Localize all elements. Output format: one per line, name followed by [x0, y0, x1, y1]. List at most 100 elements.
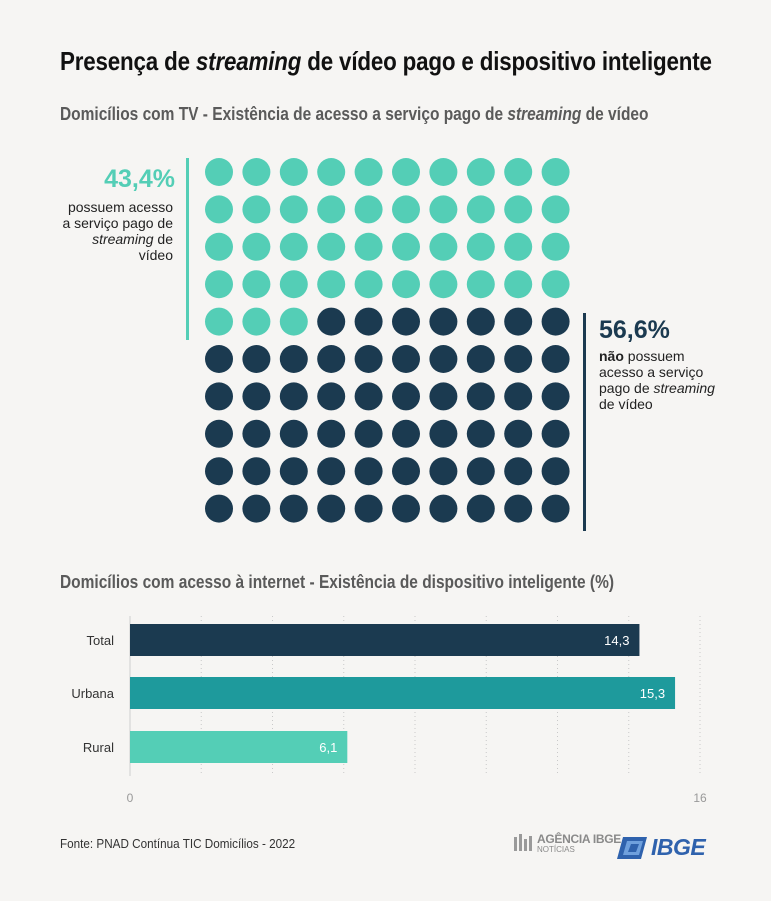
waffle-dot-with-access — [279, 270, 308, 299]
bar — [130, 624, 640, 656]
waffle-dot-without-access — [205, 345, 233, 373]
waffle-dot-without-access — [541, 419, 570, 448]
waffle-dot-with-access — [242, 270, 271, 299]
waffle-dot-without-access — [354, 494, 383, 523]
waffle-dot-without-access — [392, 307, 420, 336]
waffle-dot-with-access — [429, 232, 458, 261]
waffle-dot-without-access — [392, 382, 420, 411]
waffle-dot-with-access — [354, 195, 383, 224]
waffle-dot-with-access — [242, 195, 271, 224]
waffle-dot-without-access — [279, 345, 308, 373]
without-access-description: não possuem acesso a serviço pago de str… — [599, 348, 715, 412]
waffle-dot-with-access — [205, 270, 233, 299]
waffle-dot-without-access — [317, 419, 346, 448]
agencia-logo-text: AGÊNCIA IBGE — [537, 831, 621, 846]
agencia-logo-icon — [514, 834, 532, 851]
agencia-logo-subtext: NOTÍCIAS — [537, 844, 575, 854]
waffle-dot-with-access — [504, 232, 533, 261]
x-tick-label: 16 — [693, 791, 707, 805]
waffle-dot-without-access — [354, 419, 383, 448]
waffle-dot-without-access — [504, 457, 533, 486]
percent-with-access: 43,4% — [104, 165, 175, 193]
bar — [130, 731, 348, 763]
waffle-dot-without-access — [466, 382, 495, 411]
waffle-dot-without-access — [429, 419, 458, 448]
waffle-dot-without-access — [317, 382, 346, 411]
waffle-dot-without-access — [279, 494, 308, 523]
percent-without-access: 56,6% — [599, 316, 670, 344]
waffle-dot-with-access — [279, 195, 308, 224]
waffle-dot-without-access — [279, 382, 308, 411]
waffle-dot-without-access — [242, 419, 271, 448]
waffle-dot-without-access — [504, 494, 533, 523]
waffle-dot-without-access — [317, 494, 346, 523]
waffle-dot-with-access — [541, 158, 570, 186]
waffle-dot-with-access — [429, 270, 458, 299]
waffle-dot-without-access — [429, 307, 458, 336]
waffle-dot-with-access — [429, 195, 458, 224]
waffle-dot-with-access — [504, 270, 533, 299]
waffle-dot-with-access — [354, 270, 383, 299]
waffle-dot-with-access — [317, 158, 346, 186]
waffle-dot-without-access — [317, 457, 346, 486]
waffle-dot-without-access — [354, 457, 383, 486]
waffle-dot-with-access — [317, 232, 346, 261]
waffle-dot-with-access — [392, 195, 420, 224]
waffle-dot-without-access — [466, 307, 495, 336]
waffle-dot-without-access — [504, 419, 533, 448]
ibge-logo-text: IBGE — [651, 834, 706, 860]
waffle-dot-without-access — [354, 345, 383, 373]
bar — [130, 677, 676, 709]
waffle-dot-with-access — [466, 195, 495, 224]
right-bracket-line — [583, 313, 586, 531]
waffle-dot-without-access — [541, 382, 570, 411]
waffle-dot-without-access — [392, 457, 420, 486]
category-label: Total — [87, 633, 115, 648]
waffle-dot-without-access — [429, 382, 458, 411]
waffle-dot-without-access — [541, 457, 570, 486]
waffle-dot-with-access — [242, 307, 271, 336]
with-access-description: possuem acesso a serviço pago de streami… — [62, 199, 173, 263]
waffle-dot-with-access — [429, 158, 458, 186]
waffle-dot-with-access — [242, 232, 271, 261]
ibge-logo-icon — [617, 836, 647, 859]
bar-value-label: 14,3 — [604, 633, 629, 648]
waffle-dot-without-access — [429, 494, 458, 523]
waffle-dot-without-access — [317, 345, 346, 373]
waffle-dot-with-access — [205, 232, 233, 261]
waffle-dot-without-access — [205, 382, 233, 411]
waffle-dot-with-access — [205, 195, 233, 224]
waffle-dot-with-access — [392, 270, 420, 299]
waffle-dot-with-access — [279, 158, 308, 186]
waffle-dot-without-access — [354, 307, 383, 336]
waffle-dot-without-access — [504, 345, 533, 373]
x-tick-label: 0 — [127, 791, 134, 805]
bar-subtitle: Domicílios com acesso à internet - Exist… — [60, 572, 614, 592]
waffle-dot-with-access — [392, 158, 420, 186]
waffle-dot-with-access — [466, 232, 495, 261]
left-bracket-line — [186, 158, 189, 340]
waffle-dot-with-access — [466, 270, 495, 299]
waffle-dot-with-access — [541, 232, 570, 261]
waffle-dot-with-access — [279, 232, 308, 261]
waffle-dot-without-access — [242, 345, 271, 373]
waffle-dot-without-access — [466, 345, 495, 373]
waffle-dot-without-access — [429, 345, 458, 373]
category-label: Urbana — [71, 686, 114, 701]
waffle-dot-without-access — [466, 419, 495, 448]
waffle-dot-with-access — [392, 232, 420, 261]
waffle-dot-without-access — [466, 494, 495, 523]
waffle-dot-with-access — [541, 270, 570, 299]
waffle-dot-without-access — [242, 494, 271, 523]
waffle-subtitle: Domicílios com TV - Existência de acesso… — [60, 104, 649, 124]
waffle-dot-without-access — [541, 307, 570, 336]
waffle-chart — [205, 158, 570, 523]
waffle-dot-without-access — [504, 307, 533, 336]
waffle-dot-without-access — [205, 419, 233, 448]
waffle-dot-without-access — [279, 457, 308, 486]
agencia-ibge-logo: AGÊNCIA IBGE NOTÍCIAS — [512, 832, 621, 854]
waffle-dot-without-access — [466, 457, 495, 486]
waffle-dot-with-access — [354, 232, 383, 261]
waffle-dot-without-access — [242, 382, 271, 411]
waffle-dot-without-access — [279, 419, 308, 448]
